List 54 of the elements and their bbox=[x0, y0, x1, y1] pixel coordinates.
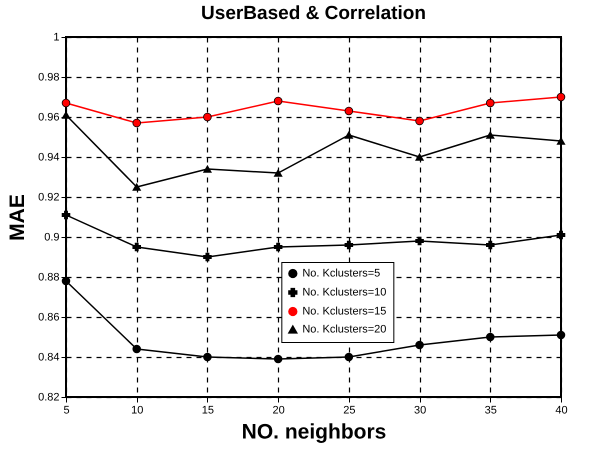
chart-title: UserBased & Correlation bbox=[201, 3, 426, 24]
y-tick-label: 1 bbox=[53, 32, 60, 44]
y-tick-label: 0.92 bbox=[38, 192, 60, 204]
point bbox=[556, 330, 566, 340]
point bbox=[344, 352, 354, 362]
point bbox=[556, 230, 566, 240]
y-tick-label: 0.9 bbox=[44, 232, 60, 244]
point bbox=[203, 352, 212, 362]
x-tick-label: 20 bbox=[272, 404, 285, 416]
point bbox=[556, 92, 566, 102]
point bbox=[203, 252, 212, 262]
point bbox=[344, 106, 354, 116]
y-tick-label: 0.84 bbox=[38, 352, 60, 364]
point bbox=[415, 116, 424, 126]
x-tick-label: 10 bbox=[131, 404, 144, 416]
point bbox=[274, 96, 282, 106]
point bbox=[274, 169, 282, 177]
point bbox=[62, 98, 70, 108]
point bbox=[486, 332, 495, 342]
point bbox=[486, 240, 495, 250]
point bbox=[132, 183, 141, 191]
point bbox=[415, 153, 424, 161]
legend-label: No. Kclusters=10 bbox=[302, 286, 386, 298]
point bbox=[344, 131, 354, 139]
x-tick-label: 25 bbox=[343, 404, 356, 416]
legend-label: No. Kclusters=15 bbox=[302, 306, 386, 318]
x-tick-label: 15 bbox=[202, 404, 214, 416]
y-axis-title: MAE bbox=[6, 194, 30, 241]
point bbox=[203, 165, 212, 173]
y-tick-label: 0.82 bbox=[38, 392, 60, 404]
point bbox=[486, 98, 495, 108]
y-tick-label: 0.94 bbox=[38, 152, 60, 164]
x-tick-label: 30 bbox=[414, 404, 426, 416]
legend-label: No. Kclusters=20 bbox=[302, 324, 386, 336]
legend-label: No. Kclusters=5 bbox=[302, 268, 380, 280]
y-tick-label: 0.98 bbox=[38, 72, 60, 84]
point bbox=[486, 131, 495, 139]
point bbox=[203, 112, 212, 122]
y-tick-label: 0.96 bbox=[38, 112, 60, 124]
y-tick-label: 0.86 bbox=[38, 312, 60, 324]
point bbox=[415, 340, 424, 350]
point bbox=[344, 240, 354, 250]
point bbox=[274, 242, 282, 252]
y-tick-label: 0.88 bbox=[38, 272, 60, 284]
point bbox=[132, 118, 141, 128]
point bbox=[62, 210, 70, 220]
point bbox=[415, 236, 424, 246]
point bbox=[132, 344, 141, 354]
point bbox=[274, 354, 282, 364]
x-tick-label: 35 bbox=[484, 404, 497, 416]
x-tick-label: 40 bbox=[555, 404, 568, 416]
point bbox=[132, 242, 141, 252]
x-axis-title: NO. neighbors bbox=[242, 420, 386, 444]
x-tick-label: 5 bbox=[63, 404, 70, 416]
